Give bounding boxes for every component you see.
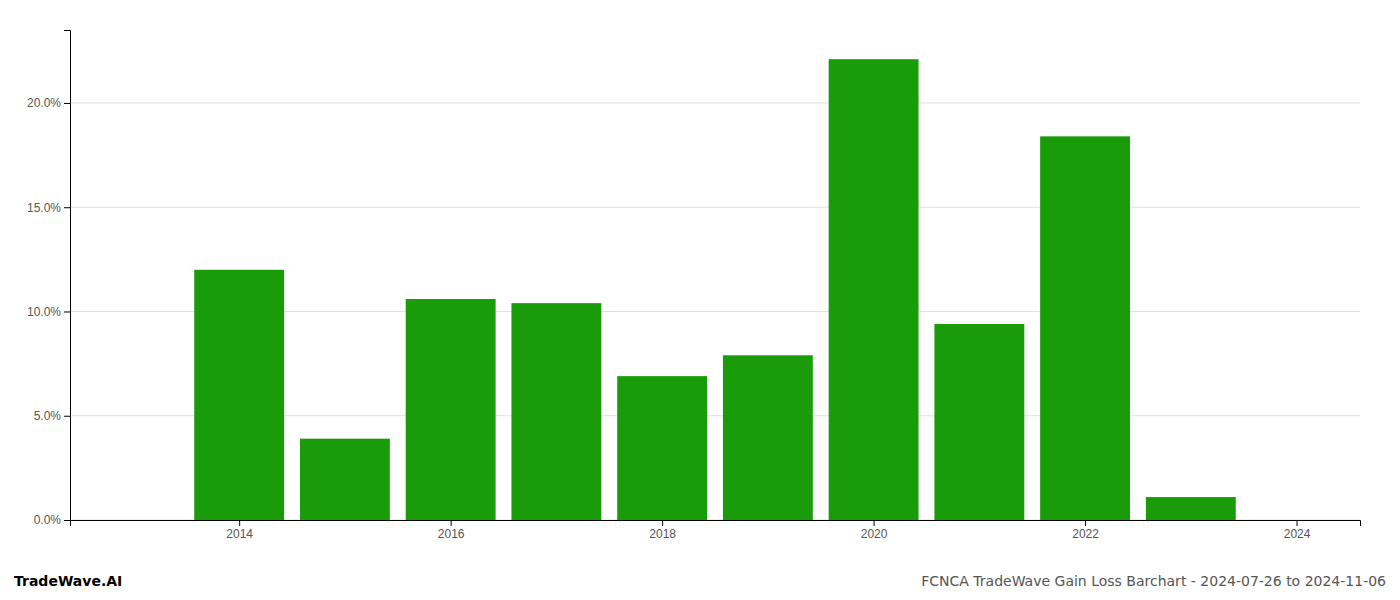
x-tick: 2018 — [649, 520, 676, 541]
chart: 2014 2016 2018 2020 2022 2024 0.0% 5.0% 10.0% 15.… — [0, 0, 1400, 600]
bar — [89, 520, 179, 521]
y-tick-label: 15.0% — [27, 201, 61, 215]
x-tick-label: 2014 — [226, 527, 253, 541]
x-tick: 2016 — [438, 520, 465, 541]
grid-line — [70, 102, 1360, 103]
bar — [617, 376, 707, 520]
y-tick-mark — [64, 207, 70, 208]
bar — [829, 59, 919, 520]
y-tick-label: 10.0% — [27, 305, 61, 319]
x-axis: 2014 2016 2018 2020 2022 2024 — [71, 520, 1361, 541]
x-tick-mark — [1085, 520, 1086, 526]
footer-left: TradeWave.AI — [14, 573, 122, 589]
x-tick-label: 2024 — [1284, 527, 1311, 541]
x-tick: 2024 — [1284, 520, 1311, 541]
x-tick-label: 2018 — [649, 527, 676, 541]
x-tick: 2014 — [226, 520, 253, 541]
x-tick-mark — [239, 520, 240, 526]
bar — [723, 355, 813, 520]
bar — [300, 439, 390, 520]
plot: 2014 2016 2018 2020 2022 2024 0.0% 5.0% 10.0% 15.… — [27, 31, 1361, 541]
x-tick-mark — [451, 520, 452, 526]
bar — [406, 299, 496, 520]
x-tick-label: 2022 — [1072, 527, 1099, 541]
bars — [194, 59, 1236, 520]
y-tick-label: 5.0% — [34, 409, 62, 423]
y-tick: 5.0% — [34, 409, 70, 423]
y-tick: 20.0% — [27, 96, 70, 110]
y-tick-label: 0.0% — [34, 513, 62, 527]
x-tick: 2020 — [861, 520, 888, 541]
y-tick-mark — [64, 311, 70, 312]
y-tick-mark — [64, 416, 70, 417]
bar — [194, 270, 284, 520]
bar — [1040, 136, 1130, 520]
grid-line — [70, 207, 1360, 208]
title: FCNCA TradeWave Gain Loss Barchart - 202… — [921, 573, 1386, 589]
x-tick: 2022 — [1072, 520, 1099, 541]
x-tick-mark — [874, 520, 875, 526]
y-tick-label: 20.0% — [27, 96, 61, 110]
x-tick-label: 2016 — [438, 527, 465, 541]
bar — [1252, 520, 1342, 521]
x-tick-label: 2020 — [861, 527, 888, 541]
bar — [934, 324, 1024, 520]
grid — [70, 103, 1360, 520]
y-axis: 0.0% 5.0% 10.0% 15.0% 20.0% — [27, 31, 71, 528]
x-tick-mark — [1297, 520, 1298, 526]
y-tick: 15.0% — [27, 201, 70, 215]
y-tick: 0.0% — [34, 513, 70, 527]
x-axis-line — [71, 521, 1361, 527]
bar — [511, 303, 601, 520]
y-tick: 10.0% — [27, 305, 70, 319]
x-tick-mark — [662, 520, 663, 526]
y-axis-line — [64, 31, 71, 521]
bar — [1146, 497, 1236, 520]
y-tick-mark — [64, 103, 70, 104]
y-tick-mark — [64, 520, 70, 521]
